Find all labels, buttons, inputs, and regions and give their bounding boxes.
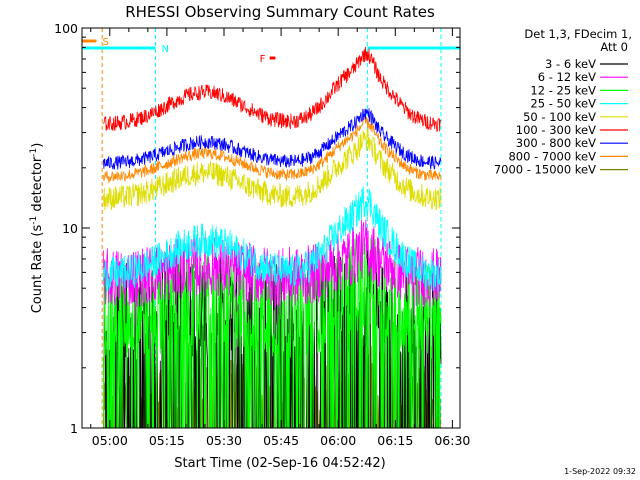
legend-label-7: 800 - 7000 keV (508, 149, 596, 163)
series-6 (103, 108, 442, 170)
series-7 (103, 116, 442, 184)
series-3 (103, 186, 442, 293)
flag-label-3: F (260, 54, 266, 65)
y-tick-label-2: 100 (54, 21, 78, 36)
y-axis-label: Count Rate (s-1 detector-1) (29, 143, 45, 314)
x-axis: 05:00 05:15 05:30 05:45 06:00 06:15 06:30 (90, 28, 470, 448)
y-tick-label-0: 1 (70, 421, 78, 436)
x-tick-label-0: 05:00 (92, 433, 128, 448)
plot-area: S N F (82, 28, 460, 429)
series-line-6 (103, 108, 442, 170)
series-line-3 (103, 186, 442, 293)
x-tick-label-3: 05:45 (263, 433, 299, 448)
series-4 (103, 129, 442, 211)
generation-timestamp: 1-Sep-2022 09:32 (564, 467, 636, 476)
legend-label-3: 25 - 50 keV (530, 97, 596, 111)
legend-label-0: 3 - 6 keV (545, 57, 596, 71)
legend-header-2: Att 0 (600, 40, 628, 54)
legend-label-5: 100 - 300 keV (516, 123, 596, 137)
y-axis-label-mid: detector (30, 156, 45, 216)
legend-label-8: 7000 - 15000 keV (494, 163, 596, 177)
y-axis-label-sup-1: -1 (29, 216, 39, 225)
legend-label-2: 12 - 25 keV (530, 83, 596, 97)
series-line-4 (103, 129, 442, 211)
chart-title: RHESSI Observing Summary Count Rates (125, 3, 435, 21)
flag-label-0: S (102, 37, 108, 48)
x-tick-label-2: 05:30 (206, 433, 242, 448)
y-axis-label-sup-2: -1 (29, 148, 39, 157)
legend-label-1: 6 - 12 keV (538, 70, 596, 84)
y-axis-label-main: Count Rate (s (30, 225, 45, 314)
legend-label-6: 300 - 800 keV (516, 136, 596, 150)
y-axis: 1 10 100 (54, 21, 460, 436)
series-line-7 (103, 116, 442, 184)
series-line-5 (103, 46, 442, 133)
x-tick-label-6: 06:30 (434, 433, 470, 448)
series-5 (103, 46, 442, 133)
legend-header-1: Det 1,3, FDecim 1, (524, 27, 632, 41)
legend-label-4: 50 - 100 keV (523, 110, 596, 124)
x-tick-label-5: 06:15 (377, 433, 413, 448)
x-tick-label-1: 05:15 (149, 433, 185, 448)
x-axis-label: Start Time (02-Sep-16 04:52:42) (174, 456, 385, 471)
flag-label-1: N (161, 44, 168, 55)
y-tick-label-1: 10 (62, 221, 78, 236)
y-axis-label-end: ) (30, 143, 45, 148)
x-tick-label-4: 06:00 (320, 433, 356, 448)
